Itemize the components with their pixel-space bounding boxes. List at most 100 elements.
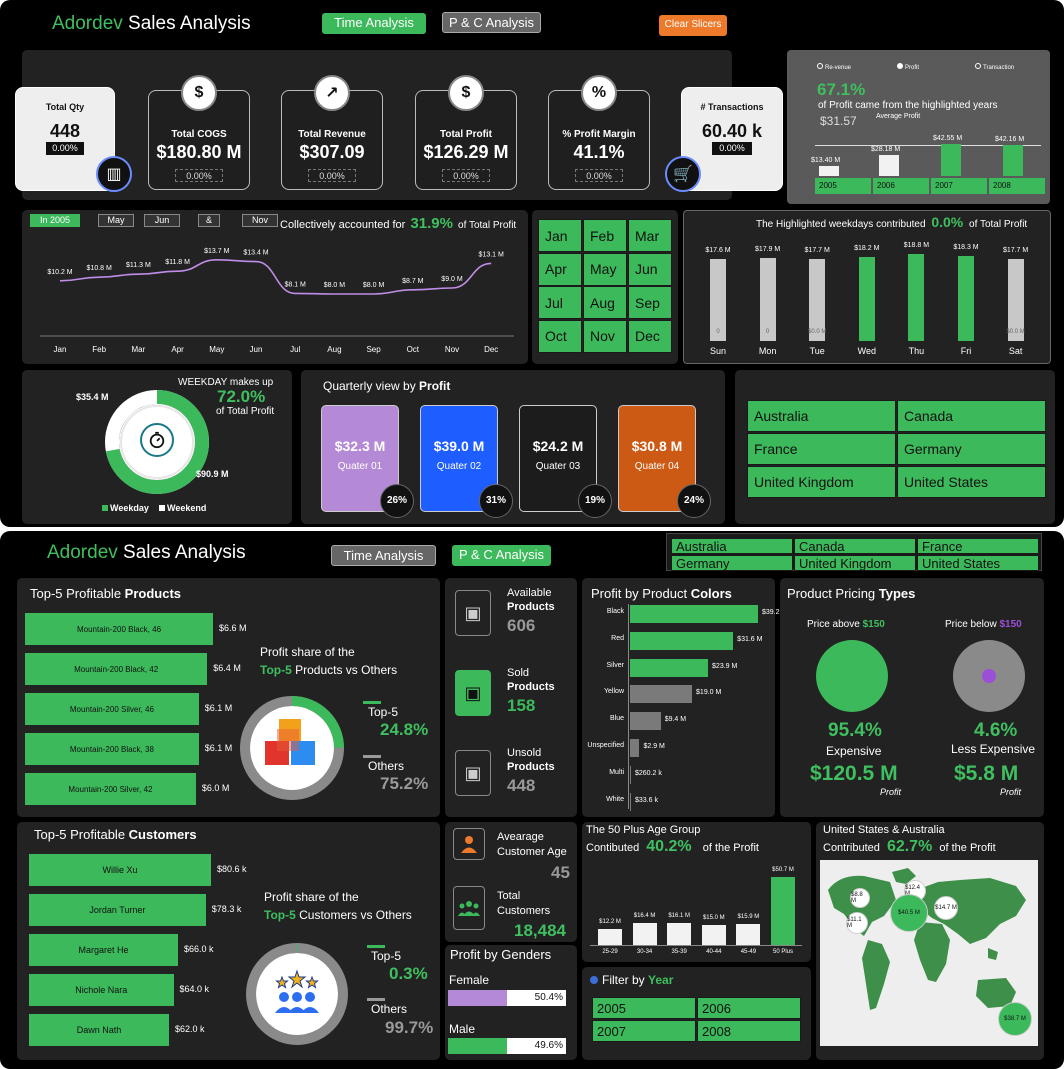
- age-bar-4[interactable]: [736, 923, 761, 945]
- clear-slicers-button[interactable]: Clear Slicers: [659, 15, 727, 36]
- quarter-card-1[interactable]: $32.3 M Quater 01 26%: [321, 405, 414, 518]
- year-slicer-item-2008[interactable]: 2008: [989, 178, 1045, 194]
- year-slicer-item-2005[interactable]: 2005: [815, 178, 871, 194]
- country-slicer-item-2[interactable]: Germany: [671, 555, 793, 571]
- map-bubble-1[interactable]: $8.8 M: [850, 888, 870, 908]
- color-bar-unspecified[interactable]: [630, 739, 640, 757]
- hbar[interactable]: Jordan Turner: [29, 894, 206, 926]
- quarter-card-2[interactable]: $39.0 M Quater 02 31%: [420, 405, 513, 518]
- stock-label-a: Available: [507, 587, 552, 599]
- month-tick-label: May: [209, 345, 224, 354]
- weekday-bar-sat[interactable]: [1007, 259, 1024, 341]
- hbar[interactable]: Mountain-200 Silver, 46: [25, 693, 199, 725]
- month-slicer-jan[interactable]: Jan: [538, 219, 582, 252]
- month-slicer-oct[interactable]: Oct: [538, 319, 582, 353]
- radio-dot[interactable]: [897, 63, 903, 69]
- colors-bar-chart: Black $39.2 M Red $31.6 M Silver $23.9 M Yello…: [582, 604, 787, 814]
- age-bar-3[interactable]: [701, 924, 726, 945]
- month-slicer-jul[interactable]: Jul: [538, 286, 582, 319]
- country-slicer-panel: Australia Canada France Germany United Kingd…: [735, 370, 1055, 524]
- month-slicer-sep[interactable]: Sep: [628, 286, 672, 319]
- nav-time-analysis-button-2[interactable]: Time Analysis: [331, 545, 436, 566]
- kpi-pct: 0.00%: [308, 169, 356, 182]
- country-slicer-item-2[interactable]: Canada: [794, 538, 916, 554]
- weekday-bar-wed[interactable]: [858, 256, 875, 341]
- hbar[interactable]: Willie Xu: [29, 854, 211, 886]
- month-slicer-jun[interactable]: Jun: [628, 252, 672, 286]
- radio-dot[interactable]: [975, 63, 981, 69]
- map-bubble-2[interactable]: $40.5 M: [890, 894, 928, 932]
- month-chip-0[interactable]: May: [98, 214, 134, 227]
- map-bubble-5[interactable]: $38.7 M: [998, 1002, 1032, 1036]
- hbar[interactable]: Nichole Nara: [29, 974, 174, 1006]
- year-slicer-item-2007[interactable]: 2007: [931, 178, 987, 194]
- nav-time-analysis-button[interactable]: Time Analysis: [322, 13, 426, 34]
- hbar[interactable]: Mountain-200 Black, 42: [25, 653, 208, 685]
- kpi-label: % Profit Margin: [562, 129, 636, 140]
- month-chip-1[interactable]: Jun: [144, 214, 180, 227]
- weekday-bar-thu[interactable]: [908, 253, 925, 341]
- country-slicer-item-2[interactable]: France: [917, 538, 1039, 554]
- expensive-pct: 95.4%: [828, 720, 882, 741]
- year-filter-2007[interactable]: 2007: [592, 1020, 696, 1042]
- year-chip[interactable]: In 2005: [30, 214, 80, 227]
- hbar[interactable]: Mountain-200 Black, 38: [25, 733, 199, 765]
- country-slicer-item[interactable]: Germany: [897, 433, 1046, 465]
- weekday-bar-tue[interactable]: [809, 259, 826, 341]
- hbar[interactable]: Mountain-200 Silver, 42: [25, 773, 196, 805]
- hbar[interactable]: Margaret He: [29, 934, 179, 966]
- metric-radio-0[interactable]: Re-venue: [817, 63, 851, 71]
- year-slicer-item-2006[interactable]: 2006: [873, 178, 929, 194]
- weekday-bar-fri[interactable]: [958, 256, 974, 341]
- cust-others-marker: [367, 998, 385, 1001]
- year-filter-2006[interactable]: 2006: [697, 997, 801, 1019]
- country-slicer-item-2[interactable]: United Kingdom: [794, 555, 916, 571]
- month-slicer-aug[interactable]: Aug: [583, 286, 627, 319]
- hbar[interactable]: Dawn Nath: [29, 1014, 169, 1046]
- color-bar-red[interactable]: [630, 631, 734, 650]
- month-slicer-dec[interactable]: Dec: [628, 319, 672, 353]
- map-bubble-3[interactable]: $14.7 M: [934, 896, 958, 920]
- legend-weekday: Weekday: [102, 503, 149, 513]
- year-filter-2005[interactable]: 2005: [592, 997, 696, 1019]
- quarter-cards: $32.3 M Quater 01 26% $39.0 M Quater 02 31% $2…: [301, 370, 725, 524]
- year-filter-2008[interactable]: 2008: [697, 1020, 801, 1042]
- color-bar-white[interactable]: [630, 792, 631, 811]
- month-slicer-nov[interactable]: Nov: [583, 319, 627, 353]
- age-bar-0[interactable]: [598, 928, 622, 945]
- weekday-bar-sun[interactable]: [710, 259, 726, 341]
- weekday-share-panel: WEEKDAY makes up 72.0% of Total Profit $…: [22, 370, 292, 524]
- metric-radio-2[interactable]: Transaction: [975, 63, 1014, 71]
- radio-dot[interactable]: [817, 63, 823, 69]
- country-slicer-item[interactable]: Australia: [747, 400, 896, 432]
- month-chip-3[interactable]: Nov: [242, 214, 278, 227]
- hbar[interactable]: Mountain-200 Black, 46: [25, 613, 213, 645]
- country-slicer-item[interactable]: United Kingdom: [747, 466, 896, 498]
- age-bar-1[interactable]: [632, 923, 657, 945]
- month-slicer-feb[interactable]: Feb: [583, 219, 627, 252]
- nav-pc-analysis-button-2[interactable]: P & C Analysis: [452, 545, 551, 566]
- color-bar-blue[interactable]: [630, 712, 661, 731]
- month-slicer-may[interactable]: May: [583, 252, 627, 286]
- age-bar-5[interactable]: [771, 877, 795, 945]
- color-bar-black[interactable]: [630, 605, 758, 623]
- nav-pc-analysis-button[interactable]: P & C Analysis: [442, 12, 541, 33]
- age-bar-2[interactable]: [667, 923, 692, 945]
- quarter-card-3[interactable]: $24.2 M Quater 03 19%: [519, 405, 612, 518]
- country-slicer-item[interactable]: Canada: [897, 400, 1046, 432]
- color-bar-silver[interactable]: [630, 658, 709, 677]
- quarter-card-4[interactable]: $30.8 M Quater 04 24%: [618, 405, 711, 518]
- color-bar-yellow[interactable]: [630, 685, 693, 704]
- country-slicer-item-2[interactable]: Australia: [671, 538, 793, 554]
- metric-radio-1[interactable]: Profit: [897, 63, 919, 71]
- country-slicer-item-2[interactable]: United States: [917, 555, 1039, 571]
- country-slicer-item[interactable]: United States: [897, 466, 1046, 498]
- map-bubble-4[interactable]: $11.1 M: [846, 912, 868, 934]
- color-bar-multi[interactable]: [630, 765, 631, 784]
- country-slicer-2: Australia Canada France Germany United Kingd…: [666, 533, 1042, 571]
- month-chip-2[interactable]: &: [198, 214, 220, 227]
- weekday-bar-mon[interactable]: [759, 258, 776, 341]
- month-slicer-mar[interactable]: Mar: [628, 219, 672, 252]
- month-slicer-apr[interactable]: Apr: [538, 252, 582, 286]
- country-slicer-item[interactable]: France: [747, 433, 896, 465]
